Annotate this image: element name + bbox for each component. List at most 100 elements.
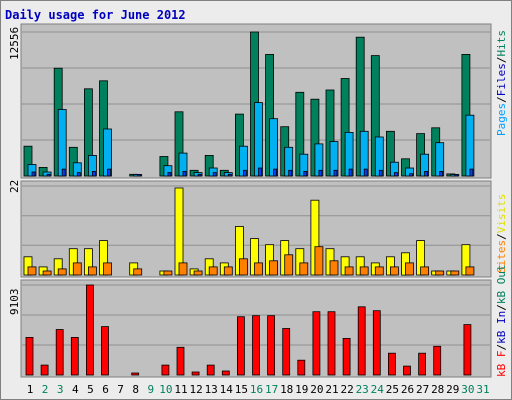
x-tick-label: 14	[220, 383, 234, 396]
bar-sites	[254, 262, 263, 276]
x-tick-label: 22	[340, 383, 353, 396]
bar-sites	[389, 266, 399, 276]
bar-sites	[193, 270, 203, 276]
bar-sites	[88, 266, 97, 276]
bar-sites	[103, 262, 112, 276]
bar-sites	[72, 262, 82, 276]
bar-pages	[288, 169, 293, 177]
bar-pages	[333, 169, 338, 177]
bar-pages	[107, 168, 111, 177]
x-tick-label: 31	[476, 383, 489, 396]
bar-sites	[359, 266, 369, 276]
bar-kbytes	[342, 337, 351, 376]
x-tick-label: 1	[27, 383, 34, 396]
legend-sep: /	[495, 96, 508, 103]
bar-kbytes	[176, 346, 185, 376]
ymax-label-panel3: 9103	[8, 289, 21, 316]
bar-kbytes	[25, 336, 34, 376]
x-tick-label: 6	[102, 383, 109, 396]
bar-sites	[435, 270, 445, 276]
bar-kbytes	[70, 336, 79, 376]
bar-sites	[238, 258, 248, 276]
bar-files	[254, 102, 263, 177]
bar-kbytes	[161, 364, 170, 376]
bar-pages	[137, 174, 142, 177]
bar-kbytes	[191, 371, 200, 376]
bar-kbytes	[86, 284, 94, 376]
legend-kbin: kB In	[495, 311, 508, 344]
legend-hits: Hits	[495, 30, 508, 57]
bar-kbytes	[418, 352, 427, 376]
bar-pages	[378, 169, 383, 177]
bar-sites	[344, 266, 354, 276]
x-tick-label: 18	[280, 383, 293, 396]
bar-pages	[92, 170, 96, 177]
bar-pages	[303, 170, 308, 177]
bar-sites	[42, 270, 52, 276]
bar-sites	[329, 260, 339, 276]
bar-sites	[269, 260, 279, 276]
bar-kbytes	[101, 326, 109, 376]
bar-pages	[167, 172, 172, 177]
bar-sites	[465, 266, 475, 276]
bar-kbytes	[252, 315, 260, 376]
legend-sep: /	[495, 233, 508, 240]
x-tick-label: 21	[325, 383, 338, 396]
x-tick-label: 16	[250, 383, 263, 396]
x-tick-label: 29	[446, 383, 459, 396]
legend-kbout: kB Out	[495, 264, 508, 304]
bar-pages	[31, 171, 36, 177]
x-tick-label: 13	[205, 383, 218, 396]
x-tick-label: 11	[174, 383, 187, 396]
bar-pages	[212, 172, 217, 177]
x-tick-label: 5	[87, 383, 94, 396]
ymax-label-panel1: 12556	[8, 27, 21, 60]
bar-kbytes	[312, 311, 321, 376]
bar-visits	[174, 187, 184, 276]
legend-panel2: Sites/Visits	[495, 194, 508, 274]
bar-pages	[424, 170, 429, 177]
bar-kbytes	[282, 328, 291, 376]
x-tick-label: 20	[310, 383, 323, 396]
bar-sites	[299, 262, 309, 276]
bar-kbytes	[327, 311, 336, 376]
bar-sites	[405, 262, 414, 276]
bar-sites	[450, 270, 460, 276]
bar-sites	[27, 266, 37, 276]
legend-panel1: Pages/Files/Hits	[495, 30, 508, 136]
bar-pages	[363, 168, 368, 177]
x-tick-label: 24	[371, 383, 385, 396]
x-tick-label: 19	[295, 383, 308, 396]
bar-sites	[284, 254, 294, 276]
bar-pages	[454, 174, 459, 177]
x-tick-label: 2	[42, 383, 49, 396]
bar-kbytes	[236, 316, 245, 376]
bar-kbytes	[372, 310, 381, 376]
x-tick-label: 7	[117, 383, 124, 396]
legend-visits: Visits	[495, 194, 508, 234]
bar-kbytes	[387, 352, 396, 376]
legend-pages: Pages	[495, 103, 508, 136]
bar-files	[465, 114, 475, 177]
legend-sep: /	[495, 344, 508, 351]
bar-pages	[273, 168, 278, 177]
bar-kbytes	[433, 345, 442, 376]
bar-pages	[46, 173, 51, 177]
x-tick-label: 4	[72, 383, 79, 396]
bar-pages	[348, 168, 353, 177]
x-tick-label: 25	[386, 383, 399, 396]
x-tick-label: 8	[132, 383, 139, 396]
x-tick-label: 12	[189, 383, 202, 396]
bar-pages	[61, 168, 66, 177]
bar-pages	[76, 172, 81, 177]
bar-pages	[182, 170, 187, 177]
bar-pages	[318, 169, 323, 177]
x-tick-label: 17	[265, 383, 278, 396]
bar-sites	[208, 266, 218, 276]
bar-pages	[409, 173, 413, 177]
legend-files: Files	[495, 63, 508, 96]
bar-sites	[163, 270, 173, 276]
bar-kbytes	[357, 306, 366, 376]
bar-sites	[374, 266, 384, 276]
